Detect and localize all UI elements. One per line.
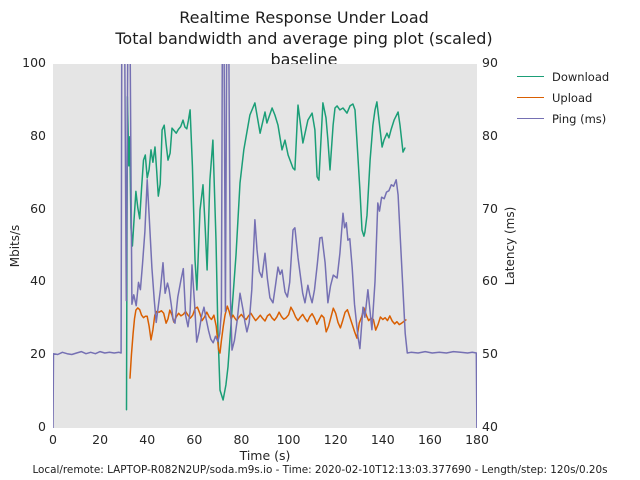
legend: Download Upload Ping (ms) [517, 66, 609, 129]
x-tick-label: 120 [323, 432, 348, 447]
chart-title: Realtime Response Under Load [179, 8, 429, 27]
plot-canvas [53, 64, 477, 428]
chart-subtitle: Total bandwidth and average ping plot (s… [115, 29, 493, 48]
y-axis-label-right: Latency (ms) [503, 206, 517, 286]
series-line-download [125, 96, 406, 411]
footer-metadata: Local/remote: LAPTOP-R082N2UP/soda.m9s.i… [32, 464, 608, 476]
y-tick-label-left: 100 [22, 55, 46, 70]
legend-row: Download [517, 66, 609, 87]
x-tick-label: 20 [92, 432, 109, 447]
legend-line-swatch [517, 97, 544, 98]
y-tick-label-left: 0 [38, 419, 46, 434]
x-tick-label: 0 [49, 432, 57, 447]
y-tick-label-right: 80 [482, 127, 498, 143]
legend-row: Upload [517, 87, 609, 108]
plot-background [53, 64, 477, 428]
x-tick-label: 180 [465, 432, 489, 447]
legend-label: Download [552, 69, 610, 84]
x-tick-label: 160 [417, 432, 442, 447]
y-tick-label-left: 20 [30, 346, 46, 362]
y-tick-label-left: 80 [30, 127, 46, 143]
y-tick-label-left: 40 [30, 273, 46, 289]
x-tick-label: 80 [233, 432, 250, 447]
y-tick-label-right: 40 [482, 419, 498, 434]
y-tick-label-right: 70 [482, 200, 498, 216]
x-tick-label: 40 [139, 432, 156, 447]
y-tick-label-right: 90 [482, 55, 498, 70]
legend-row: Ping (ms) [517, 108, 609, 129]
legend-label: Ping (ms) [552, 111, 607, 126]
plot-area [53, 64, 477, 428]
legend-label: Upload [552, 90, 593, 105]
y-axis-label-left: Mbits/s [8, 224, 22, 268]
x-tick-label: 60 [186, 432, 203, 447]
legend-line-swatch [517, 76, 544, 77]
x-tick-label: 100 [276, 432, 301, 447]
series-line-ping-ms [53, 64, 477, 428]
x-axis-label: Time (s) [239, 448, 291, 463]
y-tick-label-left: 60 [30, 200, 46, 216]
legend-line-swatch [517, 118, 544, 119]
y-tick-label-right: 50 [482, 346, 498, 362]
x-tick-label: 140 [370, 432, 395, 447]
y-tick-label-right: 60 [482, 273, 498, 289]
